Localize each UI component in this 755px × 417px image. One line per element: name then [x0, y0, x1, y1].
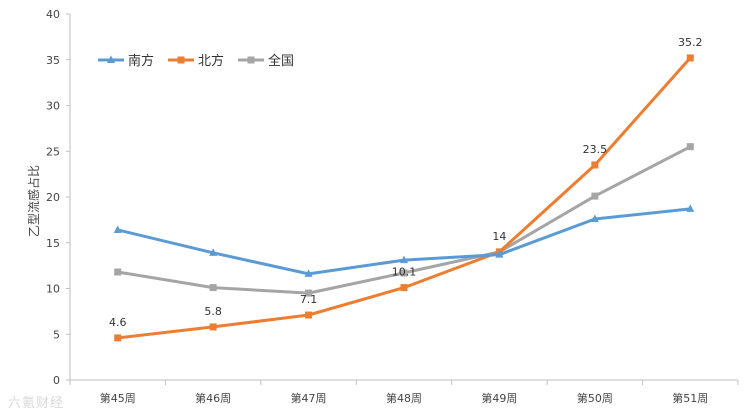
series-line [117, 56, 692, 340]
x-tick-label: 第47周 [291, 391, 327, 405]
data-point [590, 214, 599, 222]
data-point [400, 284, 408, 292]
x-tick-label: 第46周 [195, 391, 231, 405]
x-axis-ticks: 第45周 第46周 第47周 第48周 第49周 第50周 第51周 [69, 380, 739, 405]
y-tick-label: 20 [46, 191, 60, 204]
data-label: 35.2 [678, 36, 703, 49]
legend-item-全国: 全国 [238, 53, 294, 69]
legend-marker [247, 56, 255, 64]
data-point [400, 255, 408, 264]
legend-label: 南方 [128, 53, 154, 69]
y-tick-label: 0 [53, 374, 60, 387]
data-point [400, 269, 408, 277]
y-tick-label: 10 [46, 283, 60, 296]
data-labels: 4.6 5.8 7.1 10.1 14 23.5 35.2 [109, 36, 703, 329]
data-point [686, 204, 695, 212]
legend-label: 全国 [268, 53, 294, 69]
legend-marker [177, 56, 185, 64]
data-label: 23.5 [583, 143, 608, 156]
series-line [117, 207, 691, 276]
series-北方 [114, 54, 694, 342]
y-tick-label: 30 [46, 100, 60, 113]
x-tick-label: 第50周 [577, 391, 613, 405]
x-tick-label: 第49周 [481, 391, 517, 405]
data-point [305, 311, 313, 319]
chart-series [113, 54, 695, 342]
y-tick-label: 25 [46, 145, 60, 158]
data-point [686, 143, 694, 151]
data-point [686, 54, 694, 62]
chart-axes [69, 14, 738, 381]
data-point [113, 225, 122, 233]
legend-item-南方: 南方 [98, 53, 154, 69]
series-南方 [113, 204, 695, 277]
y-tick-label: 15 [46, 237, 60, 250]
data-point [114, 334, 122, 342]
data-point [209, 248, 218, 256]
data-label: 14 [492, 230, 506, 243]
data-point [305, 289, 313, 297]
x-tick-label: 第45周 [100, 391, 136, 405]
legend-item-北方: 北方 [168, 53, 224, 69]
data-point [591, 192, 599, 200]
legend-label: 北方 [198, 53, 224, 69]
data-point [209, 323, 217, 331]
watermark-logo: 六氪财经 [8, 396, 65, 411]
data-label: 10.1 [392, 266, 417, 279]
x-tick-label: 第48周 [386, 391, 422, 405]
data-label: 4.6 [109, 316, 127, 329]
x-tick-label: 第51周 [672, 391, 708, 405]
chart-legend: 南方 北方 全国 [98, 53, 294, 69]
data-point [304, 269, 313, 277]
y-tick-label: 5 [53, 328, 60, 341]
y-tick-label: 35 [46, 54, 60, 67]
data-point [495, 250, 504, 258]
data-label: 7.1 [300, 293, 318, 306]
data-label: 5.8 [204, 305, 222, 318]
y-axis-label: 乙型流感占比 [26, 165, 41, 237]
data-point [114, 268, 122, 276]
y-axis-ticks: 0 5 10 15 20 25 30 35 40 [46, 8, 70, 387]
data-point [209, 284, 217, 292]
y-tick-label: 40 [46, 8, 60, 21]
data-point [591, 161, 599, 169]
legend-marker [107, 55, 115, 63]
